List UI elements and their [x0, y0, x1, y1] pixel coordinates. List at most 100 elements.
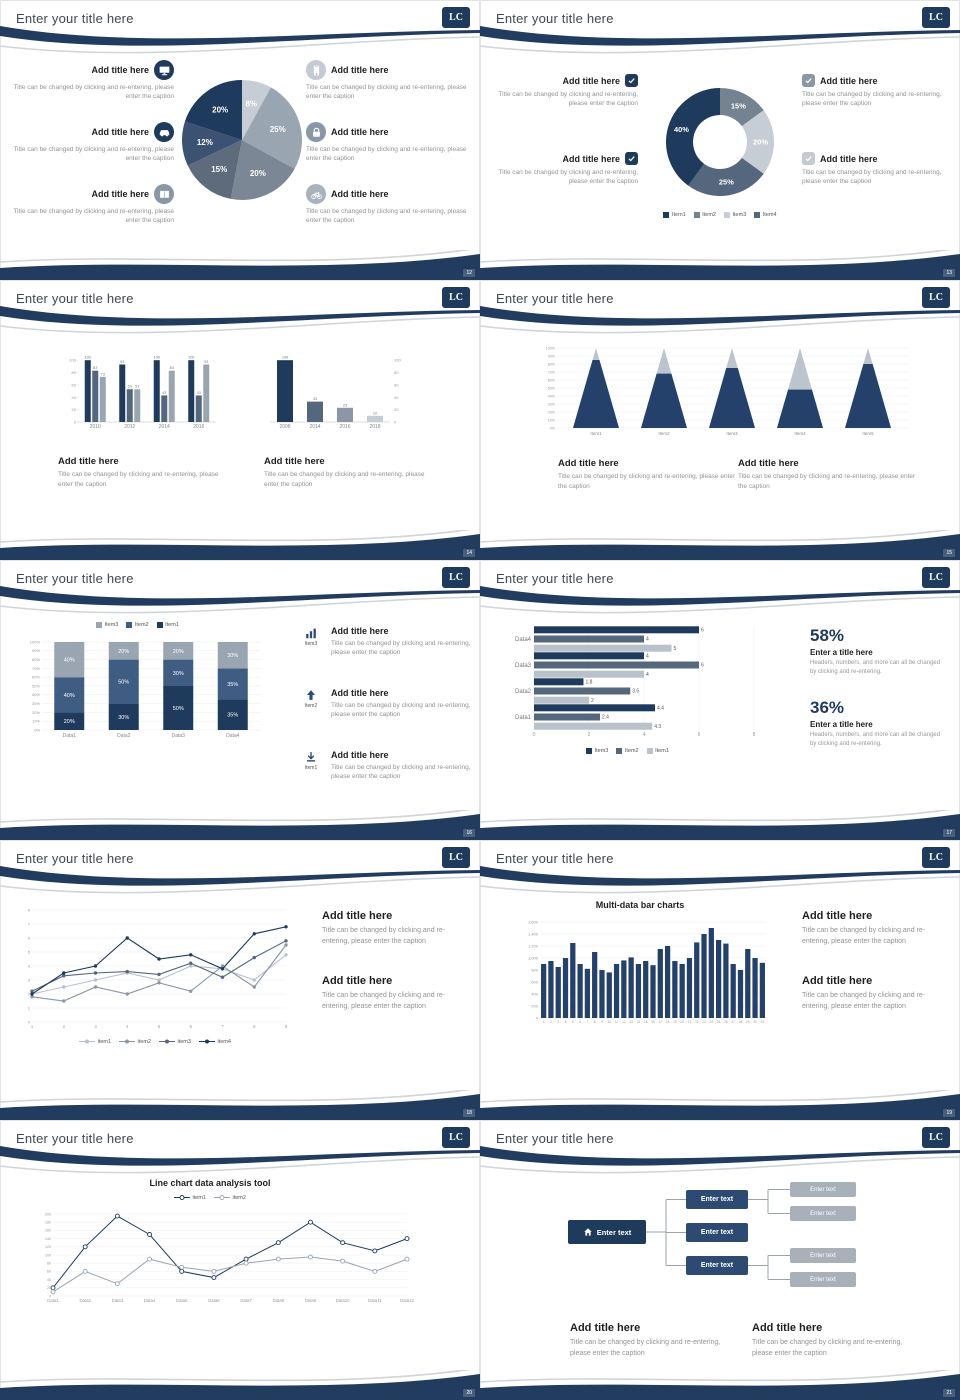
text-block: Add title here Title can be changed by c… — [570, 1322, 740, 1359]
logo-text: LC — [929, 1132, 943, 1143]
svg-text:5: 5 — [28, 949, 31, 954]
svg-text:60: 60 — [47, 1270, 51, 1274]
slide-title: Enter your title here — [496, 851, 614, 866]
svg-text:Data1: Data1 — [515, 715, 532, 721]
svg-text:200: 200 — [45, 1212, 51, 1216]
svg-text:Data4: Data4 — [144, 1298, 156, 1303]
svg-text:5: 5 — [572, 1020, 574, 1024]
block-caption: Title can be changed by clicking and re-… — [558, 473, 736, 490]
stacked-bar-chart: 0% 10% 20% 30% 40% 50% 60% 70% 80% 90% 100% 20% 40% 4… — [30, 639, 260, 739]
svg-text:2014: 2014 — [159, 424, 170, 430]
svg-text:40: 40 — [394, 395, 399, 400]
svg-text:80: 80 — [394, 370, 399, 375]
svg-text:40%: 40% — [32, 692, 40, 697]
university-logo: LC — [442, 287, 470, 308]
stat-caption: Headers, numbers, and more can all be ch… — [810, 732, 941, 748]
legend-item: Item3 — [586, 748, 608, 754]
logo-text: LC — [929, 572, 943, 583]
svg-text:7: 7 — [221, 1024, 224, 1029]
callout: Add title here Title can be changed by c… — [802, 74, 952, 109]
page-number: 12 — [463, 269, 475, 277]
svg-text:53: 53 — [128, 385, 132, 389]
svg-text:17: 17 — [659, 1020, 663, 1024]
svg-text:8: 8 — [28, 907, 31, 912]
page-number: 14 — [463, 549, 475, 557]
svg-text:Item5: Item5 — [862, 431, 874, 436]
svg-text:600: 600 — [531, 979, 538, 984]
svg-text:140: 140 — [45, 1237, 51, 1241]
phone-icon — [306, 60, 326, 80]
page-number: 19 — [943, 1109, 955, 1117]
svg-text:15: 15 — [644, 1020, 648, 1024]
callout-caption: Title can be changed by clicking and re-… — [498, 169, 638, 186]
callout: Add title here Title can be changed by c… — [306, 184, 472, 226]
svg-text:0: 0 — [28, 1019, 31, 1024]
svg-text:6: 6 — [701, 628, 704, 634]
svg-text:29: 29 — [746, 1020, 750, 1024]
slide-21[interactable]: Enter your title here LC Enter text Ente… — [480, 1120, 960, 1400]
pie-chart: 8% 25% 20% 15% 12% 20% — [182, 80, 302, 200]
svg-text:100%: 100% — [30, 639, 41, 644]
svg-text:8: 8 — [253, 1024, 256, 1029]
side-item-title: Add title here — [331, 750, 389, 760]
top-swoosh-decoration — [0, 26, 480, 54]
slide-16[interactable]: Enter your title here LC Item3 Item2 Item1… — [0, 560, 480, 840]
chart-title: Multi-data bar charts — [595, 900, 685, 910]
legend-item: Item4 — [754, 212, 777, 218]
callout-title: Add title here — [820, 153, 878, 164]
svg-text:30%: 30% — [227, 653, 238, 659]
block-caption: Title can be changed by clicking and re-… — [570, 1339, 721, 1357]
slide-14[interactable]: Enter your title here LC 0 20 40 60 80 100 100… — [0, 280, 480, 560]
svg-text:20%: 20% — [64, 719, 75, 725]
slide-13[interactable]: Enter your title here LC Add title here … — [480, 0, 960, 280]
svg-text:2016: 2016 — [339, 424, 350, 430]
university-logo: LC — [922, 847, 950, 868]
diagram-leaf-label: Enter text — [810, 1210, 836, 1217]
block-title: Add title here — [802, 910, 873, 922]
slide-20[interactable]: Enter your title here LC Line chart data… — [0, 1120, 480, 1400]
page-number: 20 — [463, 1389, 475, 1397]
slide-12[interactable]: Enter your title here LC Add title here … — [0, 0, 480, 280]
side-item-text: Add title here Title can be changed by cl… — [331, 750, 472, 782]
callout: Add title here Title can be changed by c… — [488, 152, 638, 187]
block-caption: Title can be changed by clicking and re-… — [738, 473, 916, 490]
top-swoosh-decoration — [480, 306, 960, 334]
svg-text:20%: 20% — [212, 105, 228, 114]
bottom-swoosh-decoration — [480, 1370, 960, 1400]
icon-label: Item2 — [304, 703, 318, 709]
svg-text:Data3: Data3 — [172, 733, 186, 739]
legend-item: item1 — [174, 1194, 206, 1201]
svg-text:120: 120 — [45, 1245, 51, 1249]
side-item: Item1 Add title here Title can be changed… — [300, 750, 472, 782]
svg-text:100: 100 — [188, 356, 194, 360]
callout-caption: Title can be changed by clicking and re-… — [802, 169, 942, 186]
svg-text:50%: 50% — [32, 683, 40, 688]
slide-17[interactable]: Enter your title here LC 0 2 4 6 8 Data4 6 4 5 Da… — [480, 560, 960, 840]
svg-text:50%: 50% — [118, 680, 129, 686]
svg-text:Item4: Item4 — [794, 431, 806, 436]
top-swoosh-decoration — [0, 866, 480, 894]
logo-text: LC — [449, 292, 463, 303]
logo-text: LC — [929, 12, 943, 23]
text-block: Add title here Title can be changed by c… — [802, 910, 948, 947]
svg-text:2: 2 — [63, 1024, 66, 1029]
slide-15[interactable]: Enter your title here LC 0% 10% 20% 30% 40% 5… — [480, 280, 960, 560]
svg-text:30%: 30% — [548, 402, 556, 406]
svg-text:40: 40 — [72, 395, 77, 400]
diagram-root-label: Enter text — [596, 1227, 632, 1237]
slide-19[interactable]: Enter your title here LC Multi-data bar … — [480, 840, 960, 1120]
svg-text:2014: 2014 — [309, 424, 320, 430]
callout-title: Add title here — [91, 127, 149, 137]
svg-text:13: 13 — [629, 1020, 633, 1024]
legend-item: item3 — [159, 1038, 191, 1045]
university-logo: LC — [442, 567, 470, 588]
block-caption: Title can be changed by clicking and re-… — [802, 927, 926, 945]
page-number: 17 — [943, 829, 955, 837]
slide-title: Enter your title here — [496, 1131, 614, 1146]
slide-title: Enter your title here — [16, 291, 134, 306]
bottom-swoosh-decoration — [0, 810, 480, 840]
chart-title: Line chart data analysis tool — [149, 1178, 271, 1188]
icon-label: Item1 — [304, 765, 318, 771]
legend-item: Item1 — [663, 212, 686, 218]
